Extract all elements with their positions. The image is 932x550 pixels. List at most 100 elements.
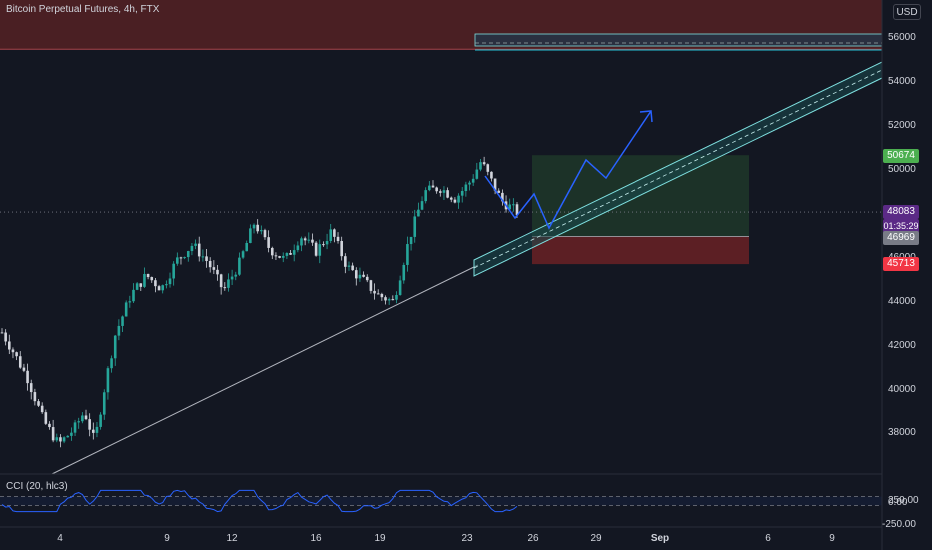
candle-body [146,273,150,278]
candle-body [186,251,190,258]
current-price-badge: 48083 [883,205,919,219]
candle-body [11,349,15,353]
candle-body [205,256,208,261]
time-axis-label: 26 [527,533,539,544]
candle-body [260,230,263,232]
candle-body [26,370,29,384]
candle-body [0,332,4,334]
candle-body [62,437,66,442]
candle-body [212,267,216,270]
candle-body [252,224,256,229]
support-trendline [51,264,479,475]
candle-body [285,253,289,256]
candle-body [482,162,486,165]
stop-price-badge: 45713 [883,257,919,271]
candle-body [84,415,88,420]
candle-body [318,244,322,256]
candle-body [135,283,139,290]
candle-body [183,257,186,259]
candle-body [157,286,161,291]
candle-body [55,437,59,441]
candle-body [457,195,460,203]
candle-body [322,244,325,246]
candle-body [490,171,493,179]
candle-body [497,190,501,193]
candle-body [340,241,343,257]
resistance-box [474,33,883,47]
price-axis-label: 54000 [888,76,916,88]
price-axis-label: 52000 [888,120,916,132]
candle-body [256,224,259,232]
candle-body [44,412,48,424]
time-axis-label: 29 [590,533,602,544]
candle-body [48,423,51,428]
candle-body [263,230,267,238]
trendline-layer [51,61,883,475]
candle-body [347,265,351,267]
candle-body [300,238,303,246]
time-axis-label: 9 [829,533,835,544]
candle-body [409,236,413,245]
projection-path [484,110,652,230]
time-axis-label: 4 [57,533,63,544]
candle-body [245,242,249,252]
cci-layer [0,489,882,513]
candle-body [449,197,453,200]
candle-body [460,191,464,196]
candle-body [435,187,438,192]
candle-body [179,257,183,259]
candle-body [413,216,417,237]
candle-body [124,302,128,317]
candle-body [438,191,442,193]
time-axis-label: 6 [765,533,771,544]
candle-body [81,415,84,422]
time-axis-label: Sep [650,533,670,544]
candle-body [234,274,238,277]
candle-body [66,435,70,438]
candle-body [431,185,435,188]
candle-body [4,332,7,342]
candle-body [197,243,201,257]
candle-body [132,289,135,302]
candle-body [493,178,497,191]
candle-body [22,367,26,371]
candle-body [70,432,73,436]
cci-axis-label: 0.00 [888,497,908,508]
candle-body [373,290,376,294]
candle-body [296,245,300,251]
candle-body [292,250,296,255]
candle-body [92,429,95,433]
currency-button[interactable]: USD [893,4,921,20]
cci-axis-label: 250.00 [888,495,919,506]
candle-body [369,280,373,291]
candle-body [190,245,194,252]
price-axis-label: 50000 [888,164,916,175]
loss-zone [532,236,749,265]
candle-body [223,287,227,289]
price-axis-label: 42000 [888,339,916,351]
candle-body [267,237,270,248]
candle-body [515,204,519,216]
candle-body [471,178,475,183]
candle-body [106,368,110,393]
cci-line [1,489,518,513]
candle-body [139,283,143,287]
time-axis-label: 19 [374,533,386,544]
candle-body [376,293,380,295]
candle-body [168,278,172,285]
candle-body [501,192,504,202]
candle-body [395,294,398,300]
candle-body [172,263,175,279]
cci-indicator-title[interactable]: CCI (20, hlc3) [6,481,68,492]
candle-body [88,419,91,430]
price-axis-label: 40000 [888,383,916,395]
candle-body [176,257,179,264]
candle-body [314,242,318,256]
candle-body [274,255,278,257]
candle-body [406,244,409,265]
candle-body [113,335,117,359]
candle-body [37,401,40,406]
candle-body [311,239,314,243]
time-axis-label: 16 [310,533,322,544]
